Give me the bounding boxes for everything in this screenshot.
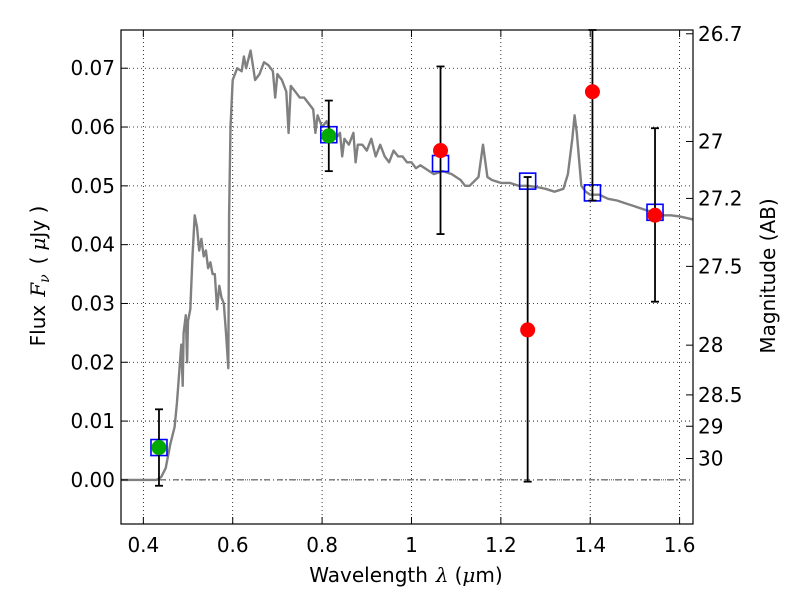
x-tick-label: 1.4 xyxy=(574,533,606,557)
y-tick-label: 0.02 xyxy=(70,350,115,374)
y-tick-label: 0.04 xyxy=(70,233,115,257)
x-axis-label: Wavelength λ (μm) xyxy=(309,563,502,587)
y-tick-label: 0.07 xyxy=(70,56,115,80)
x-tick-label: 0.8 xyxy=(306,533,338,557)
y2-axis-label: Magnitude (AB) xyxy=(756,198,780,353)
observed-flux-point xyxy=(433,143,449,159)
y2-tick-label: 27 xyxy=(698,129,723,153)
y-tick-label: 0.05 xyxy=(70,174,115,198)
x-tick-label: 0.4 xyxy=(127,533,159,557)
x-tick-label: 1.6 xyxy=(664,533,696,557)
y2-tick-label: 27.5 xyxy=(698,254,743,278)
y2-tick-label: 28 xyxy=(698,333,723,357)
data-series xyxy=(121,29,694,487)
x-tick-label: 1.2 xyxy=(485,533,517,557)
grid xyxy=(121,30,693,524)
y-tick-label: 0.00 xyxy=(70,468,115,492)
y2-tick-label: 29 xyxy=(698,414,723,438)
observed-flux-point xyxy=(584,84,600,100)
x-tick-label: 1 xyxy=(405,533,418,557)
plot-frame xyxy=(120,29,694,525)
observed-flux-point xyxy=(647,207,663,223)
observed-flux-point xyxy=(321,128,337,144)
y2-tick-label: 27.2 xyxy=(698,186,743,210)
y2-tick-label: 28.5 xyxy=(698,383,743,407)
y-axis-label: FluxFν(μJy ) xyxy=(26,206,53,347)
y-tick-label: 0.01 xyxy=(70,409,115,433)
y-tick-label: 0.03 xyxy=(70,291,115,315)
ticks: 0.4 0.6 0.8 1 1.2 1.4 1.6 0.00 0.01 0.02 0.03 0.04 0… xyxy=(70,22,742,557)
y2-tick-label: 26.7 xyxy=(698,22,743,46)
observed-flux-point xyxy=(151,440,167,456)
sed-model-line xyxy=(121,49,694,482)
observed-flux-point xyxy=(520,322,536,338)
y2-tick-label: 30 xyxy=(698,447,723,471)
y-tick-label: 0.06 xyxy=(70,115,115,139)
x-tick-label: 0.6 xyxy=(217,533,249,557)
